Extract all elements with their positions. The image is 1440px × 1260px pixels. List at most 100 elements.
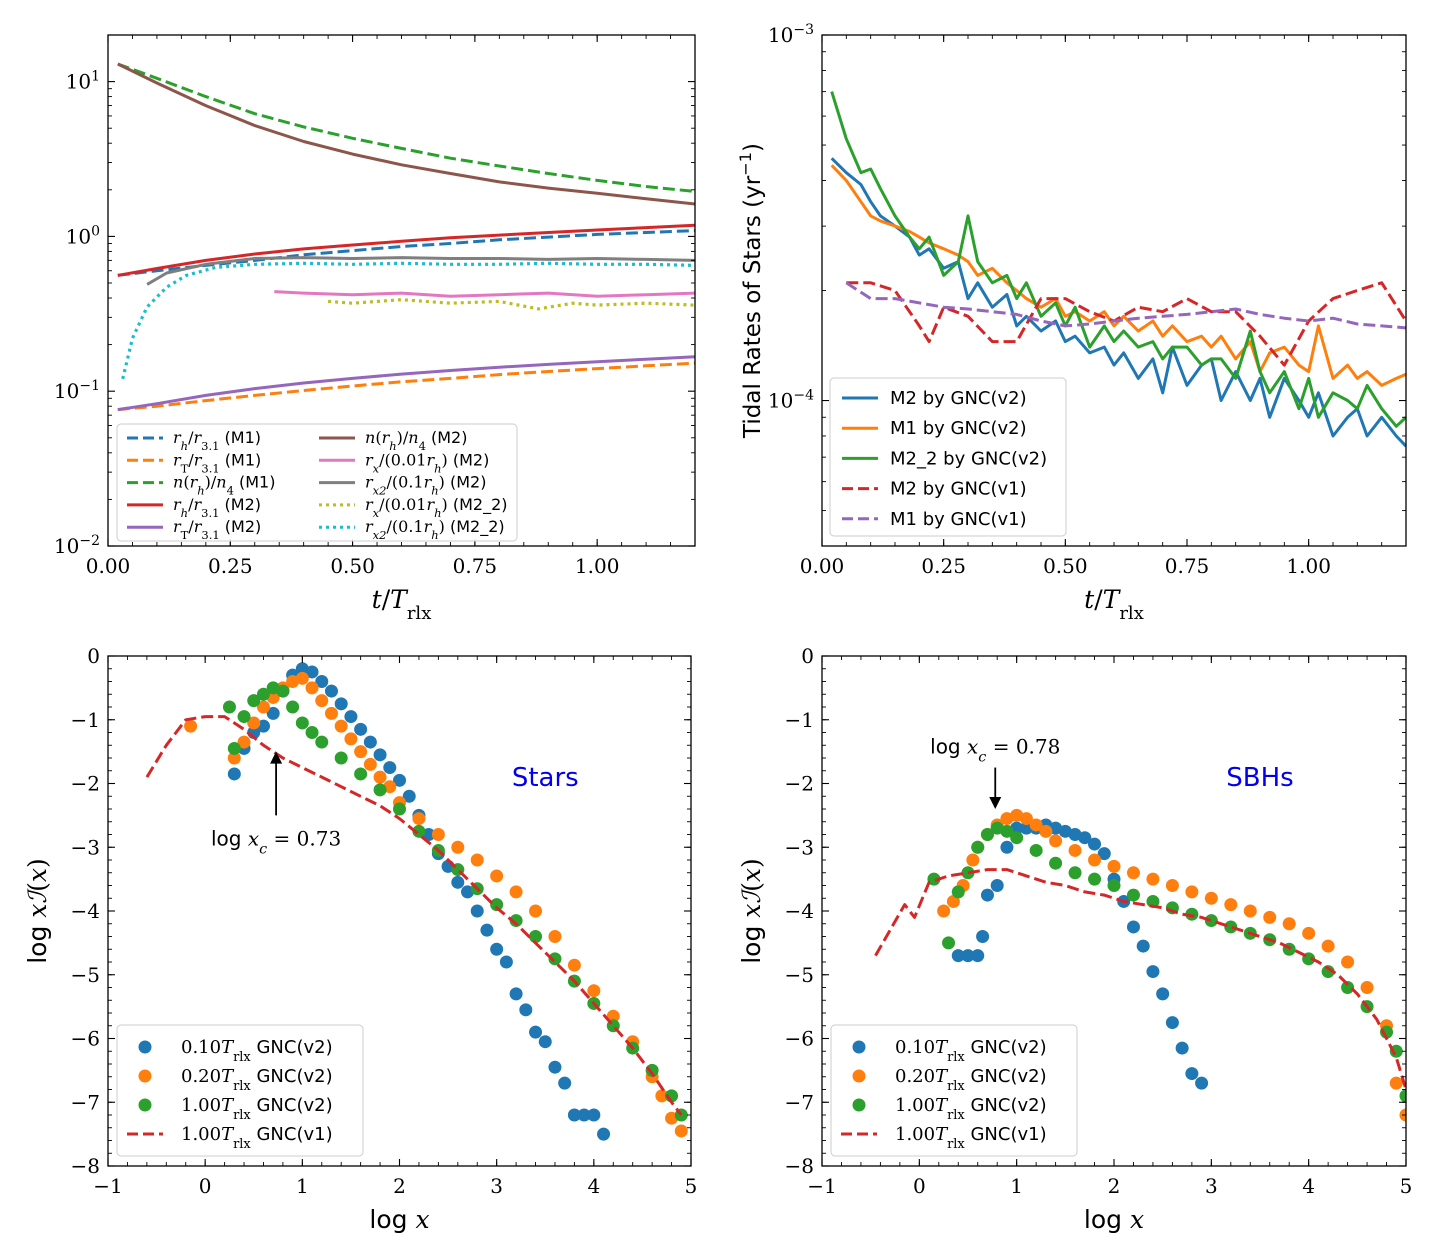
data-point-0-10t-rlx-gnc-v2- — [1097, 847, 1111, 861]
data-point-0-20t-rlx-gnc-v2- — [1019, 812, 1033, 826]
series-line-r-t-r-3-1-m1- — [117, 361, 695, 412]
data-point-0-20t-rlx-gnc-v2- — [1107, 859, 1121, 873]
legend-label: 0.10Trlx GNC(v2) — [181, 1037, 333, 1065]
x-tick-label: 2 — [1108, 1174, 1121, 1198]
data-point-1-00t-rlx-gnc-v2- — [354, 767, 368, 781]
data-point-0-10t-rlx-gnc-v2- — [558, 1076, 572, 1090]
data-point-0-10t-rlx-gnc-v2- — [354, 722, 368, 736]
legend-label: 1.00Trlx GNC(v2) — [895, 1095, 1047, 1123]
chart-bottom-left: −1 0 1 2 3 4 5 −8 −7 −6 −5 −4 −3 −2 −1 0 log x log xℐ(x) 0… — [23, 644, 697, 1234]
series-line-m2-2-by-gnc-v2- — [830, 91, 1406, 428]
data-point-0-20t-rlx-gnc-v2- — [363, 757, 377, 771]
x-tick-label: 5 — [685, 1174, 698, 1198]
x-tick-label: 1 — [296, 1174, 309, 1198]
data-point-0-20t-rlx-gnc-v2- — [295, 671, 309, 685]
legend-label: rx2/(0.1rh) (M2) — [365, 473, 486, 498]
legend-label: rT/r3.1 (M2) — [173, 517, 261, 542]
y-tick-label: −8 — [71, 1154, 100, 1178]
legend-marker — [852, 1040, 866, 1054]
data-point-1-00t-rlx-gnc-v2- — [373, 783, 387, 797]
x-tick-label: 0.25 — [921, 554, 966, 578]
data-point-1-00t-rlx-gnc-v2- — [334, 751, 348, 765]
data-point-0-20t-rlx-gnc-v2- — [567, 958, 581, 972]
data-point-0-10t-rlx-gnc-v2- — [951, 949, 965, 963]
data-point-1-00t-rlx-gnc-v2- — [222, 700, 236, 714]
data-point-1-00t-rlx-gnc-v2- — [951, 885, 965, 899]
series-line-m1-by-gnc-v2- — [830, 164, 1406, 387]
x-tick-label: 0.75 — [453, 554, 498, 578]
data-point-0-20t-rlx-gnc-v2- — [1049, 834, 1063, 848]
data-point-0-20t-rlx-gnc-v2- — [412, 812, 426, 826]
legend-label: 0.20Trlx GNC(v2) — [181, 1066, 333, 1094]
y-axis-label: Tidal Rates of Stars (yr−1) — [736, 143, 767, 439]
data-point-0-10t-rlx-gnc-v2- — [1165, 1016, 1179, 1030]
y-tick-label: 101 — [66, 69, 100, 94]
x-tick-label: 0 — [913, 1174, 926, 1198]
legend-label: M2_2 by GNC(v2) — [890, 448, 1047, 469]
data-point-0-20t-rlx-gnc-v2- — [1088, 853, 1102, 867]
data-point-0-20t-rlx-gnc-v2- — [324, 706, 338, 720]
data-point-0-10t-rlx-gnc-v2- — [1175, 1041, 1189, 1055]
data-point-1-00t-rlx-gnc-v2- — [237, 710, 251, 724]
y-tick-label: −6 — [785, 1027, 814, 1051]
data-point-0-10t-rlx-gnc-v2- — [1000, 840, 1014, 854]
y-axis-label: log xℐ(x) — [737, 858, 766, 964]
y-tick-label: −1 — [71, 708, 100, 732]
data-point-0-10t-rlx-gnc-v2- — [490, 942, 504, 956]
legend-label: 1.00Trlx GNC(v1) — [895, 1124, 1047, 1152]
data-point-1-00t-rlx-gnc-v2- — [1088, 872, 1102, 886]
data-point-0-20t-rlx-gnc-v2- — [1282, 917, 1296, 931]
x-tick-label: 0 — [199, 1174, 212, 1198]
data-point-0-10t-rlx-gnc-v2- — [538, 1035, 552, 1049]
data-point-1-00t-rlx-gnc-v2- — [1185, 907, 1199, 921]
legend-box — [116, 423, 518, 542]
data-point-1-00t-rlx-gnc-v2- — [295, 716, 309, 730]
data-point-1-00t-rlx-gnc-v2- — [286, 700, 300, 714]
data-point-0-10t-rlx-gnc-v2- — [980, 888, 994, 902]
chart-bottom-right: −1 0 1 2 3 4 5 −8 −7 −6 −5 −4 −3 −2 −1 0 log x log xℐ(x) 0… — [737, 644, 1413, 1234]
series-line-1-00t-rlx-gnc-v1- — [874, 868, 1406, 1090]
y-tick-label: 100 — [66, 223, 100, 248]
series-line-r-t-r-3-1-m2- — [117, 355, 695, 412]
series-line-m1-by-gnc-v1- — [845, 281, 1406, 330]
x-tick-label: 3 — [1205, 1174, 1218, 1198]
annotation-label: log xc = 0.73 — [211, 826, 341, 857]
x-tick-label: 0.00 — [86, 554, 131, 578]
series-group — [874, 808, 1406, 1122]
data-point-0-10t-rlx-gnc-v2- — [499, 955, 513, 969]
data-point-0-20t-rlx-gnc-v2- — [946, 894, 960, 908]
data-point-1-00t-rlx-gnc-v2- — [490, 898, 504, 912]
legend-label: 1.00Trlx GNC(v1) — [181, 1124, 333, 1152]
x-tick-label: 2 — [393, 1174, 406, 1198]
x-tick-label: 4 — [1302, 1174, 1315, 1198]
data-point-0-20t-rlx-gnc-v2- — [470, 853, 484, 867]
data-point-1-00t-rlx-gnc-v2- — [247, 694, 261, 708]
data-point-1-00t-rlx-gnc-v2- — [1029, 843, 1043, 857]
data-point-0-20t-rlx-gnc-v2- — [674, 1124, 688, 1138]
data-point-1-00t-rlx-gnc-v2- — [1204, 914, 1218, 928]
y-tick-label: 10−1 — [54, 378, 100, 403]
data-point-0-20t-rlx-gnc-v2- — [431, 828, 445, 841]
data-point-0-10t-rlx-gnc-v2- — [1088, 837, 1102, 851]
y-tick-label: −5 — [71, 963, 100, 987]
y-tick-label: 10−2 — [54, 533, 100, 558]
legend-marker — [138, 1040, 152, 1054]
x-axis-label: t/Trlx — [1084, 585, 1144, 624]
data-point-0-20t-rlx-gnc-v2- — [1360, 981, 1374, 994]
x-tick-label: 4 — [587, 1174, 600, 1198]
data-point-0-20t-rlx-gnc-v2- — [1029, 818, 1043, 832]
data-point-1-00t-rlx-gnc-v2- — [971, 840, 985, 854]
data-point-0-10t-rlx-gnc-v2- — [402, 789, 416, 803]
data-point-0-20t-rlx-gnc-v2- — [184, 719, 198, 733]
y-tick-label: −3 — [785, 835, 814, 859]
y-tick-label: −7 — [71, 1090, 100, 1114]
x-tick-label: −1 — [93, 1174, 122, 1198]
legend-label: rT/r3.1 (M1) — [173, 450, 261, 475]
x-tick-label: 1.00 — [575, 554, 620, 578]
legend-box — [830, 1024, 1078, 1157]
x-tick-label: 0.00 — [800, 554, 845, 578]
data-point-0-10t-rlx-gnc-v2- — [577, 1108, 591, 1122]
legend-label: M1 by GNC(v2) — [890, 418, 1027, 439]
x-tick-label: 5 — [1400, 1174, 1413, 1198]
data-point-0-10t-rlx-gnc-v2- — [451, 875, 465, 889]
